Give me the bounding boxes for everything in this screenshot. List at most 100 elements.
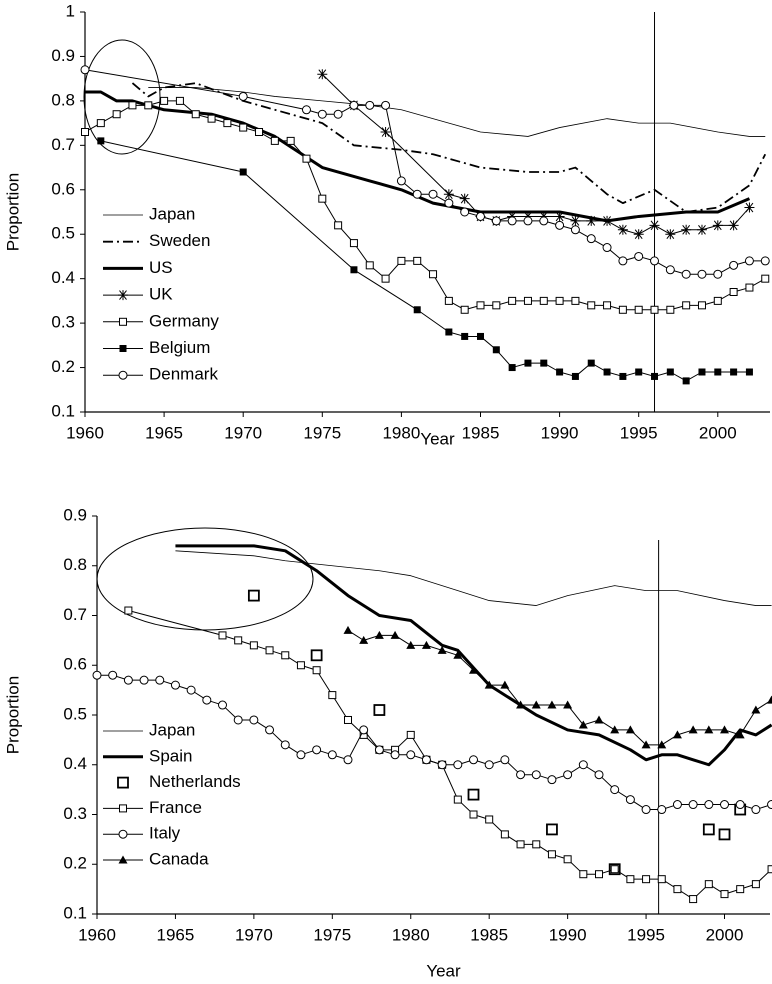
marker <box>666 368 674 376</box>
series-line <box>131 82 767 213</box>
marker <box>239 168 247 176</box>
marker <box>469 665 479 674</box>
marker <box>610 725 620 734</box>
marker <box>460 207 470 217</box>
marker <box>729 260 739 270</box>
legend-label: Sweden <box>149 231 210 250</box>
marker <box>365 261 374 270</box>
marker <box>642 875 651 884</box>
legend-label: Japan <box>149 720 195 739</box>
series-line <box>85 90 751 223</box>
y-tick-label: 0.1 <box>63 903 87 922</box>
highlight-ellipse <box>83 39 161 155</box>
marker <box>516 700 526 709</box>
marker <box>720 800 730 810</box>
marker <box>563 855 572 864</box>
marker <box>651 372 659 380</box>
marker <box>467 788 480 801</box>
marker <box>492 301 501 310</box>
marker <box>547 700 557 709</box>
marker <box>729 288 738 296</box>
marker <box>396 176 406 186</box>
marker <box>119 317 127 326</box>
marker <box>406 730 415 739</box>
marker <box>745 368 753 376</box>
marker <box>108 670 118 680</box>
marker <box>649 220 660 231</box>
y-tick-label: 0.3 <box>51 313 75 332</box>
marker <box>696 224 707 235</box>
marker <box>633 229 644 240</box>
legend-label: Italy <box>149 824 181 843</box>
x-tick-label: 1970 <box>224 423 262 442</box>
marker <box>207 114 216 123</box>
marker <box>428 189 438 199</box>
marker <box>327 750 337 760</box>
y-tick-label: 0.6 <box>63 655 87 674</box>
marker <box>554 211 565 222</box>
marker <box>128 101 137 110</box>
marker <box>344 715 353 724</box>
marker <box>406 750 416 760</box>
marker <box>571 296 580 305</box>
y-tick-label: 0.1 <box>51 401 75 420</box>
marker <box>218 700 228 710</box>
marker <box>202 695 212 705</box>
marker <box>186 685 196 695</box>
marker <box>682 301 691 310</box>
marker <box>570 225 580 235</box>
marker <box>301 105 311 115</box>
marker <box>767 865 772 874</box>
marker <box>735 730 745 739</box>
legend-label: Japan <box>149 204 195 223</box>
marker <box>681 224 692 235</box>
marker <box>247 589 260 602</box>
marker <box>602 215 613 226</box>
marker <box>578 720 588 729</box>
marker <box>412 189 422 199</box>
marker <box>657 740 667 749</box>
marker <box>365 100 375 110</box>
marker <box>751 705 761 714</box>
x-tick-label: 1960 <box>66 423 104 442</box>
marker <box>444 198 454 208</box>
marker <box>744 256 754 266</box>
marker <box>665 265 675 275</box>
marker <box>238 91 248 101</box>
x-tick-label: 1980 <box>392 925 430 944</box>
y-tick-label: 0.9 <box>51 46 75 65</box>
marker <box>429 270 438 279</box>
marker <box>555 220 565 230</box>
marker <box>475 211 485 221</box>
marker <box>540 359 548 367</box>
marker <box>767 695 772 704</box>
legend-label: Belgium <box>149 338 210 357</box>
marker <box>312 745 322 755</box>
marker <box>81 128 89 136</box>
marker <box>390 630 400 639</box>
marker <box>539 216 549 226</box>
marker <box>657 875 666 884</box>
marker <box>476 332 484 340</box>
marker <box>641 740 651 749</box>
x-tick-label: 2000 <box>699 423 737 442</box>
marker <box>626 875 635 884</box>
highlight-ellipse <box>96 527 314 631</box>
marker <box>233 715 243 725</box>
marker <box>492 346 500 354</box>
marker <box>730 368 738 376</box>
marker <box>500 755 510 765</box>
x-tick-label: 1965 <box>157 925 195 944</box>
marker <box>406 640 416 649</box>
y-tick-label: 0.8 <box>63 555 87 574</box>
marker <box>359 725 369 735</box>
marker <box>349 100 359 110</box>
marker <box>249 641 258 650</box>
marker <box>516 840 525 849</box>
marker <box>697 269 707 279</box>
marker <box>610 865 619 874</box>
marker <box>469 810 478 819</box>
y-tick-label: 0.8 <box>51 90 75 109</box>
